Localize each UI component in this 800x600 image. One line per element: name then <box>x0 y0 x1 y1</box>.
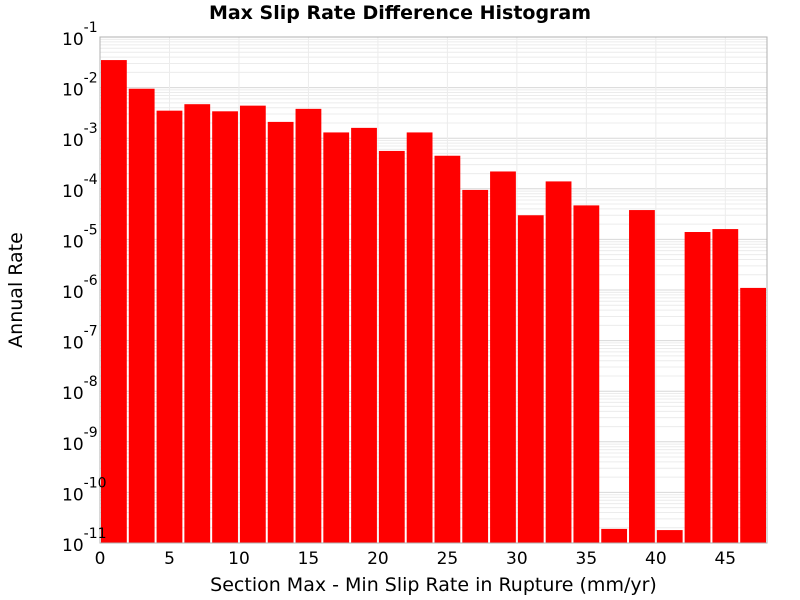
histogram-bar <box>434 155 461 544</box>
histogram-bar <box>295 108 322 544</box>
histogram-bar <box>601 528 628 543</box>
bars <box>101 60 766 544</box>
histogram-bar <box>239 105 266 543</box>
x-tick-label: 35 <box>576 549 598 569</box>
histogram-bar <box>128 88 155 544</box>
chart-title: Max Slip Rate Difference Histogram <box>208 2 592 24</box>
x-tick-label: 45 <box>714 549 736 569</box>
y-axis-label: Annual Rate <box>5 232 27 348</box>
x-tick-label: 15 <box>298 549 320 569</box>
grid <box>99 37 767 544</box>
y-tick-label: 10-8 <box>62 374 98 404</box>
x-tick-label: 0 <box>95 549 106 569</box>
histogram-bar <box>184 104 211 544</box>
histogram-bar <box>517 215 544 543</box>
x-tick-label: 20 <box>367 549 389 569</box>
histogram-bar <box>490 171 516 543</box>
y-tick-label: 10-5 <box>62 222 98 252</box>
histogram-bar <box>378 150 405 543</box>
histogram-bar <box>629 210 655 544</box>
x-tick-label: 25 <box>437 549 459 569</box>
y-tick-label: 10-10 <box>62 475 107 505</box>
histogram-bar <box>545 181 572 543</box>
histogram-bar <box>462 189 489 543</box>
y-tick-label: 10-2 <box>62 71 98 101</box>
x-tick-label: 5 <box>164 549 175 569</box>
y-tick-label: 10-6 <box>62 273 98 303</box>
plot-frame <box>99 36 768 544</box>
histogram-bar <box>712 229 739 543</box>
y-ticks: 10-11 10-10 10-9 10-8 10-7 10-6 10-5 10-4 10-3 10… <box>62 20 107 556</box>
histogram-bar <box>573 205 600 543</box>
histogram-bar <box>101 60 127 543</box>
histogram-bar <box>740 287 766 543</box>
y-tick-label: 10-4 <box>62 172 98 202</box>
y-tick-label: 10-11 <box>62 526 107 556</box>
y-tick-label: 10-3 <box>62 121 98 151</box>
y-tick-label: 10-9 <box>62 425 98 455</box>
x-tick-label: 10 <box>228 549 250 569</box>
y-tick-label: 10-1 <box>62 20 98 50</box>
histogram-bar <box>323 132 350 544</box>
x-ticks: 0 5 10 15 20 25 30 35 40 45 <box>95 549 737 569</box>
histogram-bar <box>406 132 433 544</box>
x-tick-label: 30 <box>506 549 528 569</box>
histogram-bar <box>267 121 294 544</box>
histogram-bar <box>212 111 238 544</box>
histogram-bar <box>351 127 377 544</box>
x-axis-label: Section Max - Min Slip Rate in Rupture (… <box>210 574 657 596</box>
histogram-bar <box>656 530 683 543</box>
histogram-bar <box>156 110 183 543</box>
histogram-bar <box>684 232 711 543</box>
y-tick-label: 10-7 <box>62 324 98 354</box>
x-tick-label: 40 <box>645 549 667 569</box>
